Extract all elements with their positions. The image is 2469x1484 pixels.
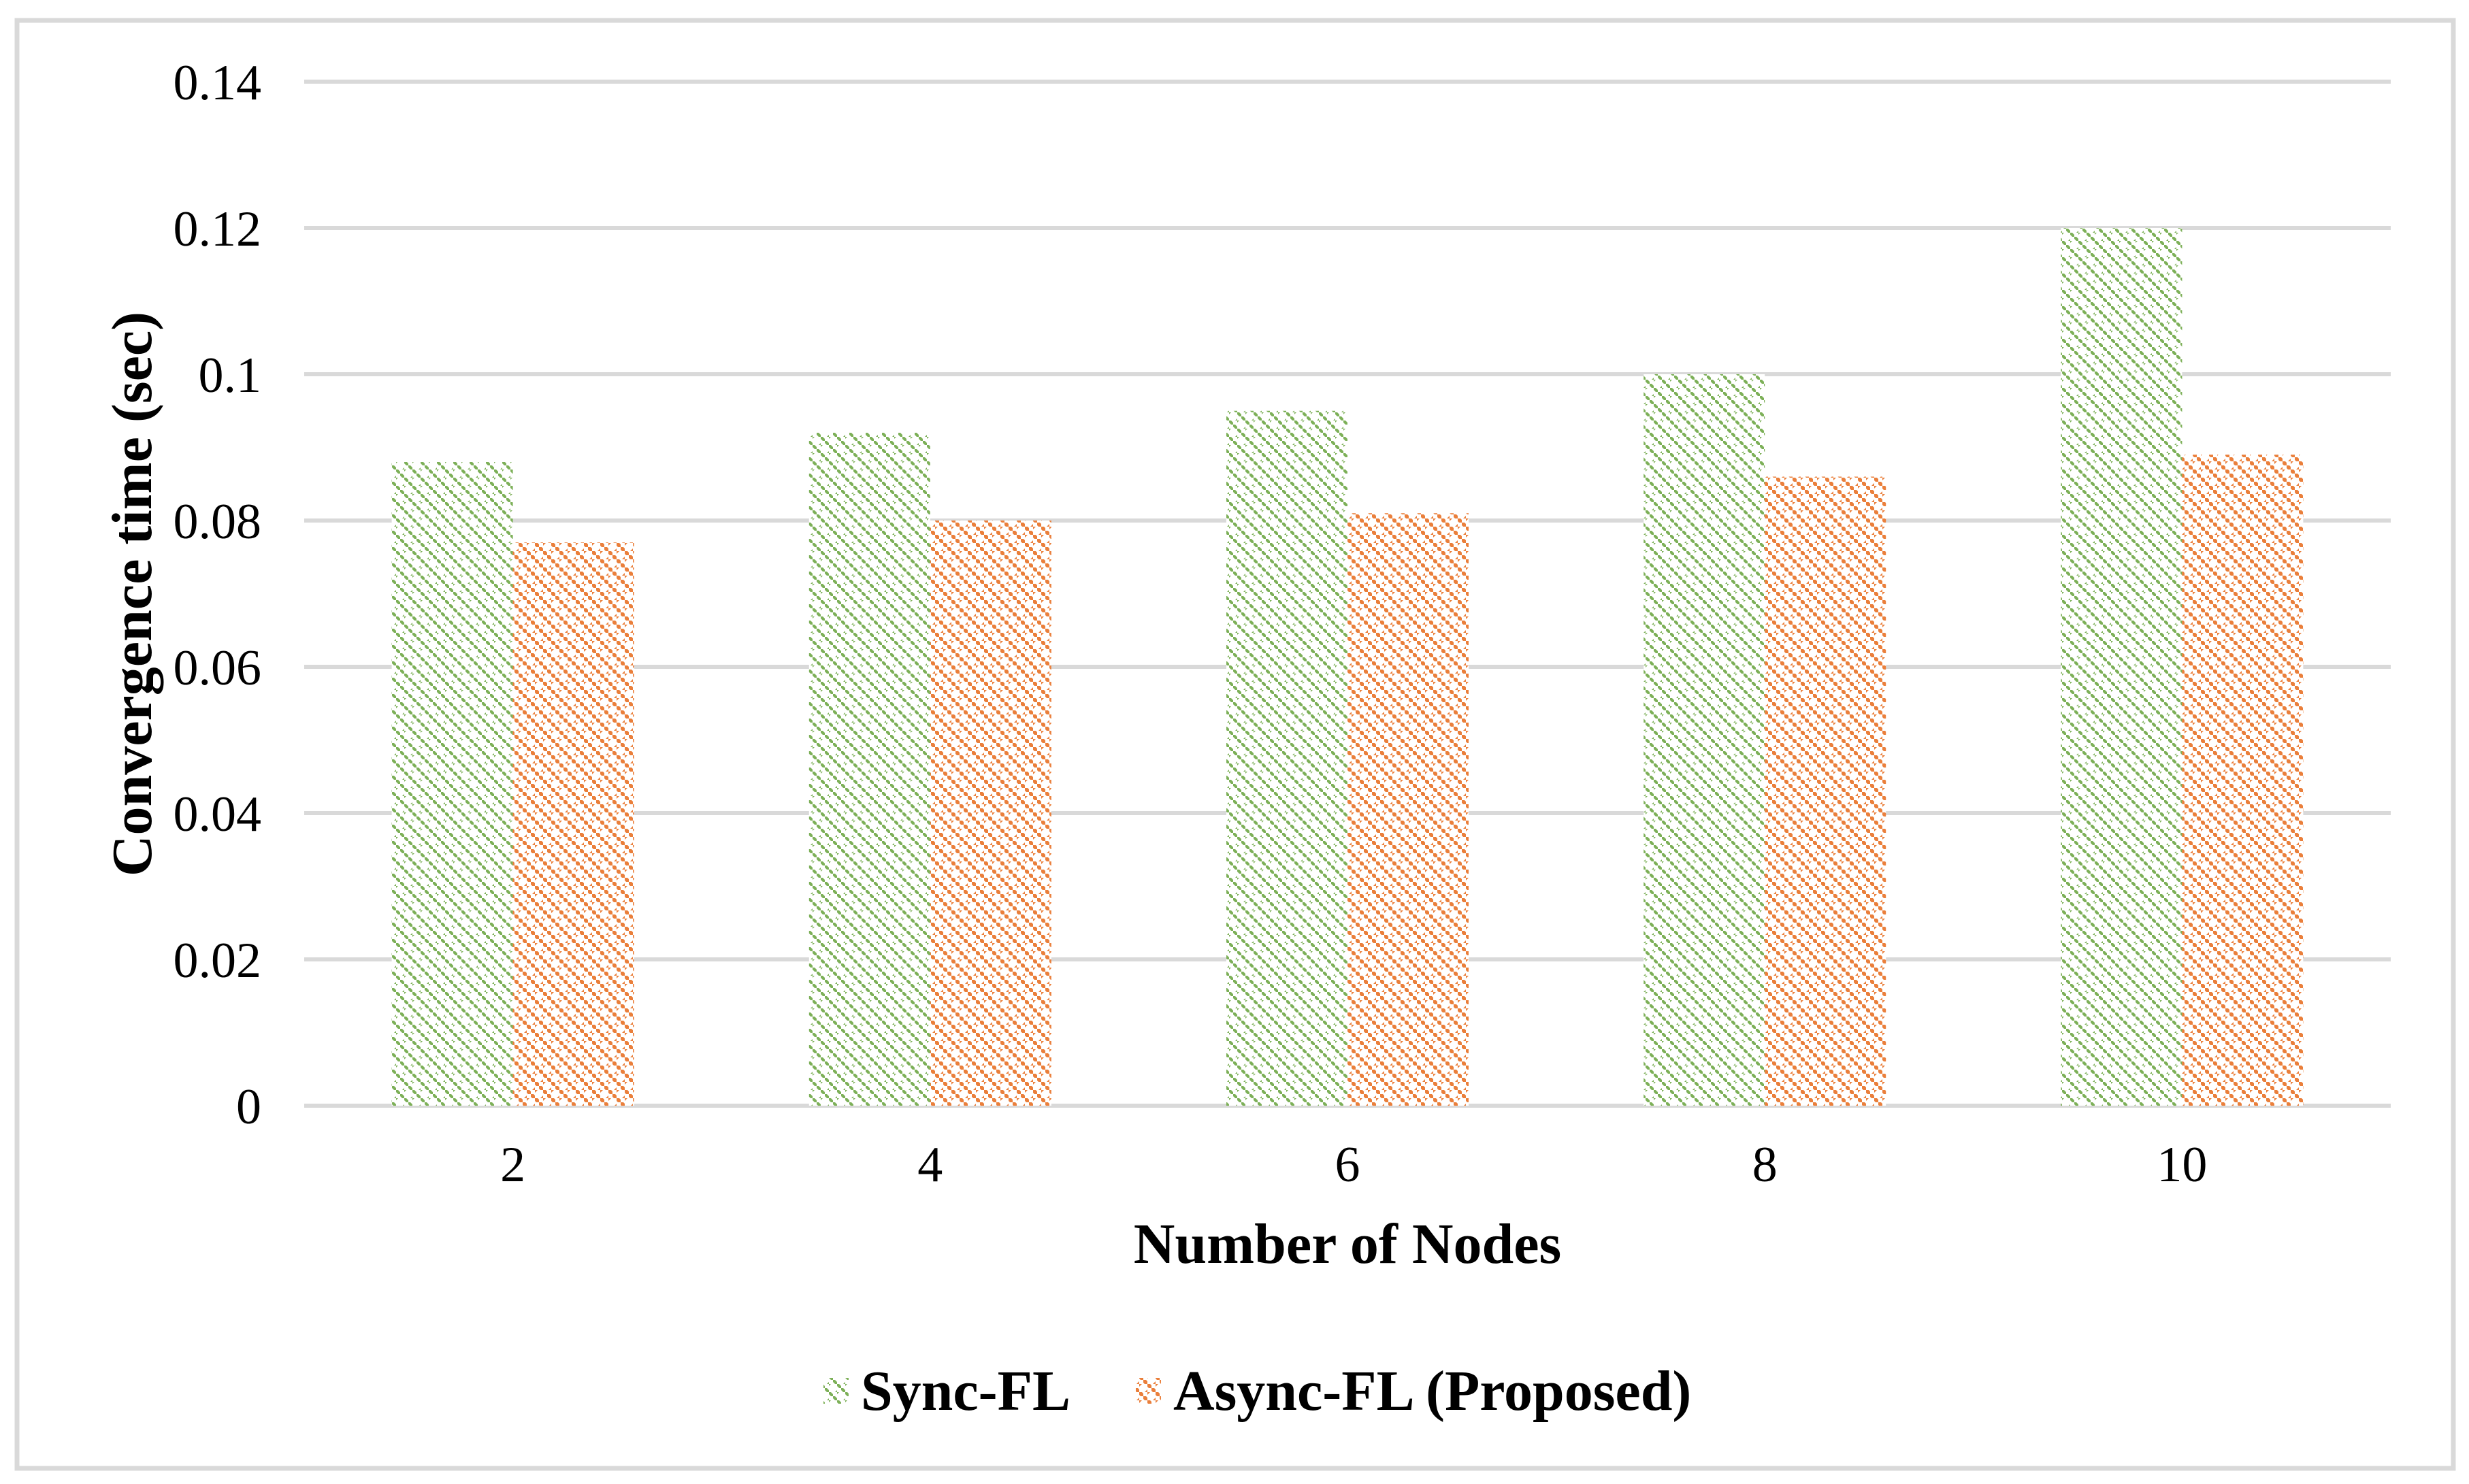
- y-tick-label-0.06: 0.06: [174, 640, 262, 696]
- x-tick-label-10: 10: [2157, 1137, 2207, 1193]
- y-tick-label-0.12: 0.12: [174, 201, 262, 257]
- x-axis-title: Number of Nodes: [1134, 1213, 1561, 1276]
- bar-async-fl-proposed-nodes-4: [930, 521, 1051, 1106]
- bar-sync-fl-nodes-2: [391, 462, 513, 1106]
- legend-swatch-async-fl-proposed: [1135, 1378, 1161, 1404]
- legend-item-sync-fl: Sync-FL: [823, 1359, 1070, 1423]
- y-tick-label-0.04: 0.04: [174, 787, 262, 842]
- x-tick-label-4: 4: [917, 1137, 943, 1193]
- bar-async-fl-proposed-nodes-10: [2182, 455, 2304, 1106]
- x-tick-label-2: 2: [500, 1137, 525, 1193]
- bar-sync-fl-nodes-10: [2061, 228, 2182, 1106]
- gridlines-layer: [304, 80, 2391, 1108]
- y-tick-label-0.14: 0.14: [174, 55, 262, 111]
- y-axis-title: Convergence time (sec): [101, 312, 164, 876]
- bar-sync-fl-nodes-6: [1226, 410, 1347, 1106]
- legend: Sync-FL Async-FL (Proposed): [823, 1359, 1691, 1423]
- y-tick-label-0: 0: [236, 1079, 261, 1135]
- bar-sync-fl-nodes-8: [1644, 374, 1765, 1106]
- bar-async-fl-proposed-nodes-8: [1765, 476, 1886, 1106]
- bars-layer: [391, 228, 2304, 1106]
- bar-sync-fl-nodes-4: [808, 433, 930, 1106]
- legend-label-sync-fl: Sync-FL: [861, 1359, 1070, 1423]
- x-axis-category-labels: 2 4 6 8 10: [500, 1137, 2207, 1193]
- chart-border: [14, 18, 2456, 1471]
- y-axis-tick-labels: 0 0.02 0.04 0.06 0.08 0.1 0.12 0.14: [174, 55, 262, 1135]
- y-tick-label-0.02: 0.02: [174, 933, 262, 989]
- legend-label-async-fl-proposed: Async-FL (Proposed): [1173, 1359, 1691, 1423]
- y-tick-label-0.08: 0.08: [174, 494, 262, 550]
- x-tick-label-8: 8: [1752, 1137, 1778, 1193]
- legend-item-async-fl-proposed: Async-FL (Proposed): [1135, 1359, 1691, 1423]
- x-tick-label-6: 6: [1335, 1137, 1360, 1193]
- y-tick-label-0.1: 0.1: [199, 348, 262, 403]
- bar-async-fl-proposed-nodes-2: [512, 542, 634, 1106]
- bar-async-fl-proposed-nodes-6: [1347, 513, 1469, 1106]
- legend-swatch-sync-fl: [823, 1378, 849, 1404]
